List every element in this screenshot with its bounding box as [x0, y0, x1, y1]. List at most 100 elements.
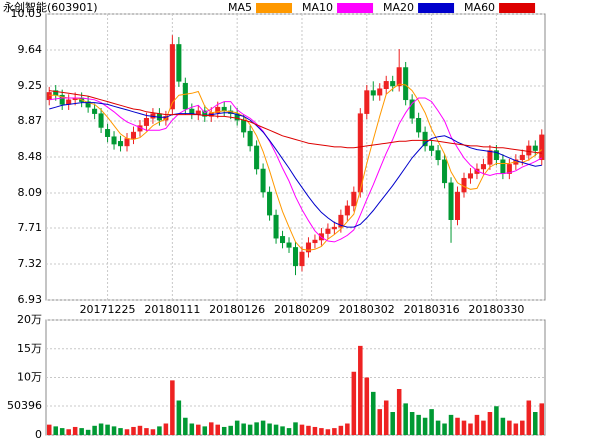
- candle-body: [202, 110, 208, 117]
- candle-body: [429, 145, 435, 151]
- x-tick-label: 20180111: [144, 303, 200, 316]
- volume-bar: [59, 428, 65, 435]
- volume-bar: [345, 423, 350, 435]
- volume-bar: [98, 423, 104, 435]
- candle-body: [487, 150, 493, 165]
- y-tick-label: 8.09: [18, 186, 43, 199]
- volume-bar: [377, 409, 383, 435]
- y-tick-label: 10万: [17, 371, 42, 384]
- candle-body: [312, 239, 318, 244]
- volume-bar: [144, 428, 149, 435]
- volume-bar: [293, 422, 298, 435]
- candle-body: [189, 108, 195, 114]
- volume-bar: [481, 420, 486, 435]
- volume-bar: [118, 428, 123, 435]
- volume-bar: [468, 423, 473, 435]
- volume-bar: [487, 412, 493, 435]
- candle-body: [111, 136, 117, 145]
- x-tick-label: 20180126: [209, 303, 265, 316]
- legend-swatch: [256, 3, 293, 13]
- volume-bar: [105, 424, 110, 435]
- x-tick-label: 20180209: [274, 303, 330, 316]
- volume-bar: [526, 400, 532, 435]
- volume-bar: [332, 428, 337, 435]
- volume-bar: [267, 423, 272, 435]
- volume-bar: [208, 422, 214, 435]
- candle-body: [46, 92, 52, 101]
- legend-label: MA5: [228, 1, 252, 14]
- legend-swatch: [418, 3, 455, 13]
- volume-bar: [520, 420, 525, 435]
- candle-body: [221, 106, 227, 112]
- volume-bar: [507, 420, 512, 435]
- volume-bar: [422, 417, 428, 435]
- candle-body: [215, 106, 221, 113]
- candle-body: [280, 236, 286, 244]
- candle-body: [396, 67, 402, 87]
- candle-body: [92, 108, 98, 114]
- candle-body: [59, 94, 65, 105]
- volume-bar: [273, 424, 279, 435]
- volume-bar: [358, 345, 363, 435]
- y-tick-label: 15万: [17, 342, 42, 355]
- candle-body: [98, 113, 104, 128]
- volume-bar: [338, 425, 344, 435]
- y-tick-label: 7.71: [18, 221, 43, 234]
- volume-bar: [306, 425, 311, 435]
- candle-body: [169, 44, 175, 110]
- volume-bar: [533, 412, 538, 435]
- candle-body: [435, 150, 441, 161]
- volume-bar: [383, 400, 389, 435]
- candle-body: [422, 131, 428, 147]
- candle-body: [416, 118, 422, 133]
- y-tick-label: 6.93: [18, 293, 43, 306]
- candle-body: [383, 81, 389, 89]
- candle-body: [124, 138, 130, 147]
- candle-body: [338, 214, 344, 228]
- candle-body: [273, 214, 279, 239]
- candle-body: [448, 182, 454, 220]
- volume-bar: [299, 424, 305, 435]
- candle-body: [241, 119, 247, 133]
- legend-label: MA10: [302, 1, 333, 14]
- candle-body: [118, 141, 124, 147]
- volume-bar: [539, 403, 545, 435]
- volume-bar: [370, 391, 376, 435]
- legend-swatch: [499, 3, 536, 13]
- y-tick-label: 8.48: [18, 150, 43, 163]
- legend-label: MA20: [383, 1, 414, 14]
- candle-body: [325, 228, 331, 234]
- candle-body: [500, 159, 506, 174]
- y-tick-label: 8.87: [18, 114, 43, 127]
- volume-bar: [286, 428, 292, 435]
- volume-bar: [435, 420, 441, 435]
- volume-bar: [66, 429, 71, 435]
- y-tick-label: 9.64: [18, 43, 43, 56]
- candle-body: [267, 191, 273, 216]
- volume-bar: [215, 424, 221, 435]
- volume-bar: [409, 412, 415, 435]
- ma-line: [49, 83, 543, 251]
- y-tick-label: 0: [35, 428, 42, 440]
- volume-bar: [137, 425, 143, 435]
- candle-body: [286, 242, 292, 248]
- volume-bar: [189, 423, 195, 435]
- volume-bar: [474, 414, 480, 435]
- candle-body: [130, 131, 137, 139]
- volume-bar: [494, 406, 499, 435]
- ma-line: [49, 102, 542, 228]
- volume-bar: [351, 371, 357, 435]
- volume-bar: [79, 428, 84, 435]
- candle-body: [182, 82, 188, 110]
- candle-body: [442, 159, 448, 184]
- volume-bar: [448, 414, 454, 435]
- volume-bar: [202, 426, 208, 435]
- candle-body: [299, 251, 305, 267]
- chart-title: 永创智能(603901): [3, 0, 98, 14]
- candle-body: [254, 145, 260, 170]
- candle-body: [370, 90, 376, 96]
- volume-bar: [228, 425, 233, 435]
- x-tick-label: 20180316: [404, 303, 460, 316]
- volume-bar: [150, 429, 156, 435]
